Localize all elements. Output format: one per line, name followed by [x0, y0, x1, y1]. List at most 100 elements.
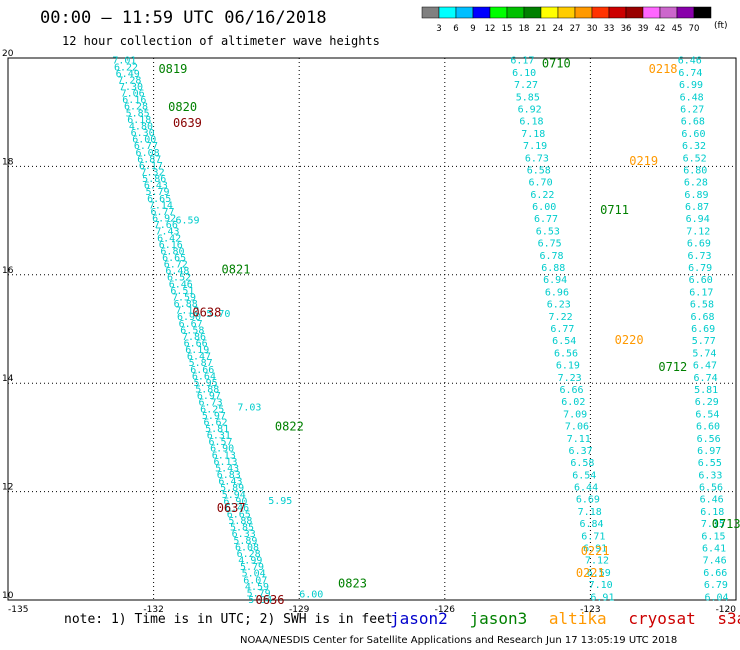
wave-height-value: 6.17 [689, 287, 713, 298]
wave-height-value: 6.66 [703, 568, 727, 579]
wave-height-value: 5.86 [142, 174, 166, 185]
legend-cryosat: cryosat [628, 609, 696, 628]
wave-height-value: 6.77 [134, 141, 158, 152]
colorbar-tick-label: 6 [453, 24, 458, 34]
wave-height-value: 7.32 [141, 168, 165, 179]
wave-height-value: 6.69 [687, 239, 711, 250]
wave-height-value: 6.19 [185, 345, 209, 356]
wave-height-value: 6.80 [683, 165, 707, 176]
wave-height-value: 7.06 [121, 89, 145, 100]
colorbar-tick-label: 12 [485, 24, 496, 34]
wave-height-value: 6.68 [681, 117, 705, 128]
wave-height-value: 6.68 [691, 312, 715, 323]
pass-time-label: 0637 [217, 501, 246, 515]
wave-height-value: 6.69 [691, 324, 715, 335]
y-axis-ticks: 10 12 14 16 18 20 [2, 49, 14, 601]
wave-height-value: 6.65 [147, 194, 171, 205]
wave-height-value: 6.90 [223, 496, 247, 507]
colorbar-tick-label: 30 [587, 24, 598, 34]
footer-note: note: 1) Time is in UTC; 2) SWH is in fe… [64, 612, 393, 627]
pass-time-label: 0822 [275, 420, 304, 434]
wave-height-value: 6.51 [170, 286, 194, 297]
wave-height-value: 6.41 [702, 544, 726, 555]
wave-height-value: 7.59 [172, 292, 196, 303]
wave-height-value: 5.95 [194, 378, 218, 389]
wave-height-value: 6.48 [165, 266, 189, 277]
wave-height-value: 6.70 [529, 178, 553, 189]
wave-height-value: 6.19 [556, 361, 580, 372]
wave-height-value: 5.81 [205, 424, 229, 435]
plot-frame [7, 57, 737, 601]
wave-height-value: 6.52 [683, 153, 707, 164]
wave-height-value: 6.02 [561, 397, 585, 408]
wave-height-value: 6.56 [697, 434, 721, 445]
wave-height-value: 6.99 [679, 80, 703, 91]
wave-height-value: 6.66 [190, 365, 214, 376]
wave-height-value: 6.73 [199, 398, 223, 409]
wave-height-value: 7.15 [701, 519, 725, 530]
wave-height-value: 6.28 [124, 102, 148, 113]
wave-height-value: 6.42 [157, 233, 181, 244]
wave-height-value: 6.54 [695, 409, 719, 420]
legend-jason3: jason3 [469, 609, 528, 628]
wave-height-value: 7.12 [175, 306, 199, 317]
wave-height-value: 5.77 [692, 336, 716, 347]
wave-height-value: 5.88 [228, 516, 252, 527]
x-tick-label: -135 [8, 605, 28, 615]
wave-height-value: 7.18 [521, 129, 545, 140]
wave-height-value: 6.88 [174, 299, 198, 310]
wave-height-value: 6.60 [696, 422, 720, 433]
pass-time-label: 0713 [712, 517, 740, 531]
wave-height-value: 6.13 [212, 450, 236, 461]
wave-height-value: 6.46 [225, 503, 249, 514]
wave-height-value: 7.09 [563, 409, 587, 420]
y-tick-label: 10 [2, 591, 14, 601]
wave-height-value: 6.92 [518, 104, 542, 115]
wave-height-value: 7.14 [149, 200, 173, 211]
wave-height-value: 6.92 [152, 214, 176, 225]
wave-height-value: 5.95 [268, 496, 292, 507]
wave-height-value: 4.80 [129, 121, 153, 132]
wave-height-value: 6.27 [680, 104, 704, 115]
wave-height-value: 6.64 [192, 371, 216, 382]
wave-height-value: 6.54 [552, 336, 576, 347]
wave-height-value: 7.01 [112, 56, 136, 67]
wave-height-value: 6.37 [569, 446, 593, 457]
colorbar-tick-label: 21 [536, 24, 547, 34]
wave-height-plot: -135 -132 -129 -126 -123 -120 10 12 14 16 18 20 7.… [2, 49, 740, 615]
colorbar: 3 6 9 12 15 18 21 24 27 30 33 36 39 42 45 70 [421, 6, 712, 34]
wave-height-value: 7.22 [549, 312, 573, 323]
wave-height-value: 6.90 [177, 312, 201, 323]
colorbar-swatches [421, 6, 712, 19]
wave-height-value: 6.58 [690, 300, 714, 311]
wave-height-value: 6.54 [572, 470, 596, 481]
x-tick-label: -129 [289, 605, 310, 615]
pass-time-label: 0638 [192, 306, 221, 320]
wave-height-value: 6.84 [579, 519, 603, 530]
y-tick-label: 18 [2, 157, 14, 167]
colorbar-tick-label: 42 [655, 24, 666, 34]
colorbar-tick-label: 70 [689, 24, 700, 34]
wave-height-value: 6.62 [203, 417, 227, 428]
wave-height-value: 7.28 [117, 75, 141, 86]
wave-height-value: 7.12 [585, 556, 609, 567]
wave-height-value: 7.43 [155, 227, 179, 238]
wave-height-value: 7.46 [703, 556, 727, 567]
wave-height-value: 7.12 [686, 226, 710, 237]
wave-height-value: 6.97 [197, 391, 221, 402]
wave-height-value: 6.18 [127, 115, 151, 126]
wave-height-value: 5.79 [145, 187, 169, 198]
y-tick-label: 14 [2, 374, 14, 384]
colorbar-tick-label: 3 [436, 24, 441, 34]
wave-height-value: 6.18 [700, 507, 724, 518]
pass-time-label: 0636 [256, 593, 285, 607]
wave-height-value: 6.00 [299, 590, 323, 601]
colorbar-tick-label: 45 [672, 24, 683, 34]
wave-height-value: 6.15 [701, 531, 725, 542]
wave-height-value: 7.19 [523, 141, 547, 152]
colorbar-tick-label: 24 [553, 24, 564, 34]
wave-height-value: 7.27 [514, 80, 538, 91]
wave-height-value: 6.96 [545, 287, 569, 298]
wave-height-value: 6.46 [700, 495, 724, 506]
colorbar-tick-label: 18 [519, 24, 530, 34]
